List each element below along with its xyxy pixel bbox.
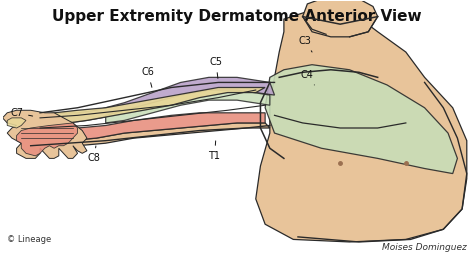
Polygon shape — [265, 65, 457, 174]
Text: Upper Extremity Dermatome Anterior View: Upper Extremity Dermatome Anterior View — [52, 9, 422, 24]
Polygon shape — [106, 90, 270, 123]
Text: C3: C3 — [299, 36, 312, 52]
Text: Moises Dominguez: Moises Dominguez — [382, 243, 467, 252]
Polygon shape — [2, 110, 87, 158]
Text: C6: C6 — [141, 67, 155, 87]
Polygon shape — [17, 88, 265, 125]
Polygon shape — [256, 9, 467, 242]
Polygon shape — [303, 0, 378, 37]
Text: C4: C4 — [301, 70, 314, 85]
Polygon shape — [17, 123, 78, 156]
Polygon shape — [17, 113, 265, 143]
Polygon shape — [40, 77, 274, 123]
Polygon shape — [21, 123, 270, 148]
Text: C7: C7 — [10, 108, 33, 118]
Text: T1: T1 — [209, 141, 220, 161]
Text: © Lineage: © Lineage — [7, 236, 52, 244]
Text: C8: C8 — [88, 146, 100, 163]
Text: C5: C5 — [210, 57, 222, 78]
Polygon shape — [7, 118, 26, 128]
